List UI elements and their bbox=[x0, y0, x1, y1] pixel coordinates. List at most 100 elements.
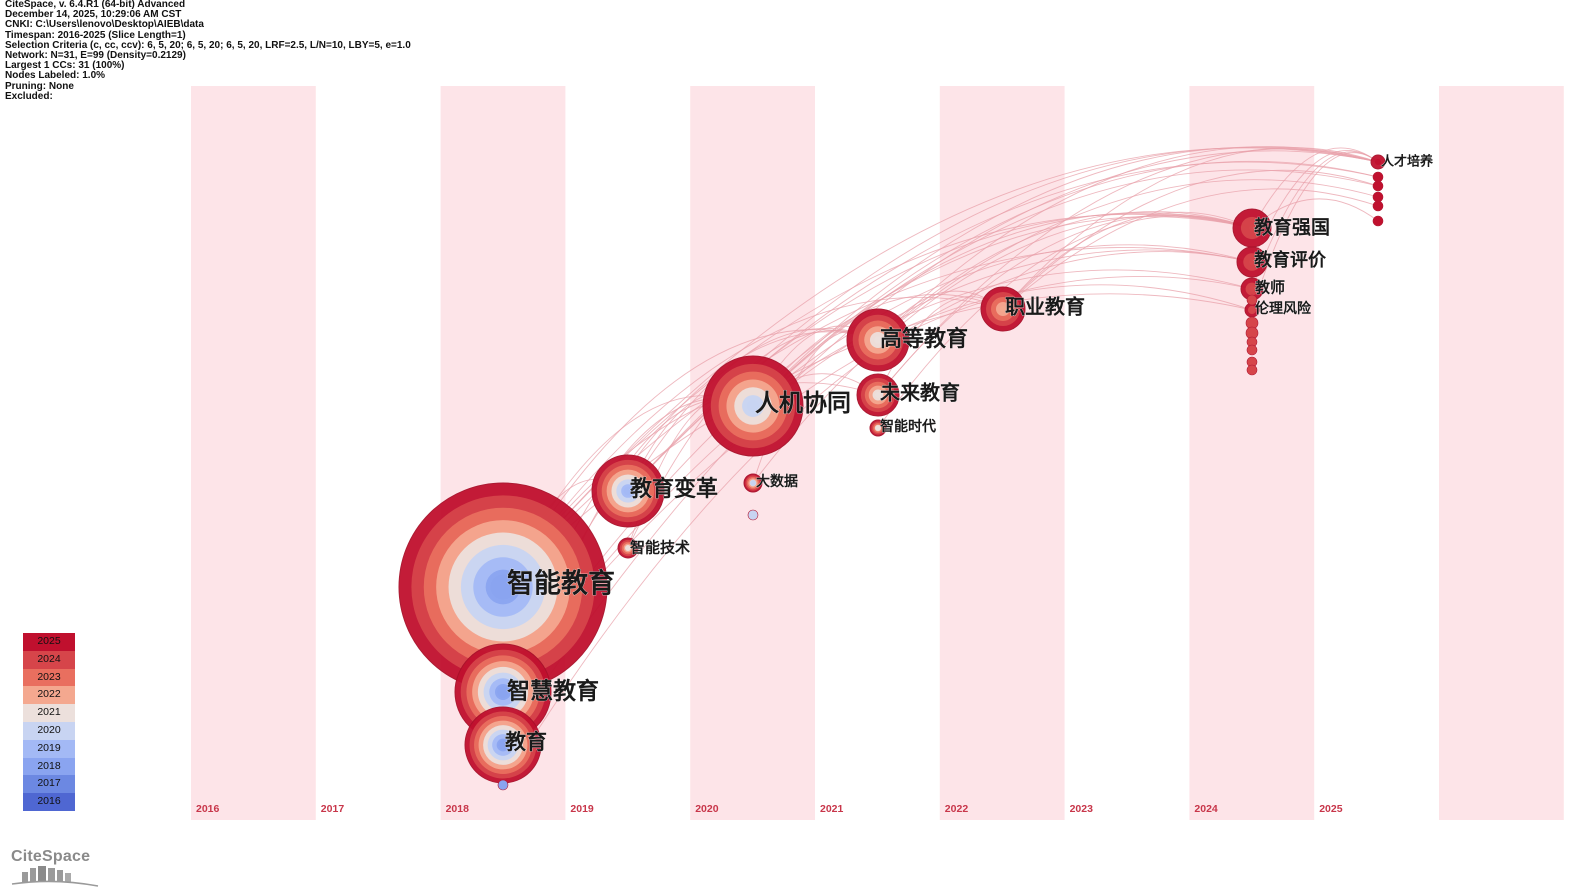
node-label: 智能时代 bbox=[879, 418, 936, 435]
keyword-node[interactable] bbox=[1240, 277, 1264, 301]
citespace-logo: CiteSpace bbox=[8, 848, 100, 890]
node-label: 教师 bbox=[1254, 279, 1285, 297]
node-label: 教育变革 bbox=[630, 476, 718, 502]
edge-line bbox=[877, 148, 1379, 396]
node-ring bbox=[1372, 191, 1384, 203]
keyword-node[interactable] bbox=[980, 286, 1026, 332]
node-core bbox=[750, 480, 756, 486]
node-core bbox=[875, 392, 881, 398]
keyword-node[interactable] bbox=[464, 706, 542, 784]
legend-year-2024: 2024 bbox=[23, 650, 75, 669]
node-core bbox=[1249, 259, 1255, 265]
header-line: Largest 1 CCs: 31 (100%) bbox=[5, 60, 125, 72]
node-core bbox=[1375, 159, 1381, 165]
keyword-node[interactable] bbox=[1246, 364, 1258, 376]
header-line: Pruning: None bbox=[5, 80, 74, 92]
year-label-2019: 2019 bbox=[570, 803, 594, 815]
logo-text: CiteSpace bbox=[11, 848, 91, 865]
node-ring bbox=[1372, 180, 1384, 192]
node-core bbox=[623, 486, 633, 496]
keyword-node[interactable] bbox=[1232, 208, 1272, 248]
legend-year-2018: 2018 bbox=[23, 757, 75, 776]
header-line: CiteSpace, v. 6.4.R1 (64-bit) Advanced bbox=[5, 0, 186, 10]
keyword-node[interactable] bbox=[1246, 344, 1258, 356]
node-core bbox=[625, 545, 631, 551]
node-label: 伦理风险 bbox=[1255, 300, 1312, 317]
node-ring bbox=[1372, 215, 1384, 227]
header-line: December 14, 2025, 10:29:06 AM CST bbox=[5, 9, 182, 21]
header-line: Network: N=31, E=99 (Density=0.2129) bbox=[5, 50, 186, 62]
node-ring bbox=[1246, 364, 1258, 376]
keyword-node[interactable] bbox=[1372, 191, 1384, 203]
edge-line bbox=[752, 169, 1379, 407]
year-label-2018: 2018 bbox=[446, 803, 470, 815]
edge-line bbox=[1251, 152, 1379, 311]
node-label: 教育强国 bbox=[1254, 216, 1330, 239]
keyword-node[interactable] bbox=[1244, 302, 1260, 318]
year-stripe bbox=[939, 86, 1065, 820]
node-label: 大数据 bbox=[756, 473, 798, 490]
year-label-2022: 2022 bbox=[945, 803, 969, 815]
keyword-node[interactable] bbox=[398, 482, 608, 692]
edge-line bbox=[877, 284, 1253, 341]
header-line: Selection Criteria (c, cc, ccv): 6, 5, 2… bbox=[5, 39, 411, 51]
legend-year-2022: 2022 bbox=[23, 686, 75, 705]
keyword-node[interactable] bbox=[1236, 246, 1268, 278]
keyword-node[interactable] bbox=[1372, 180, 1384, 192]
legend-year-2023: 2023 bbox=[23, 668, 75, 687]
legend-year-2016: 2016 bbox=[23, 793, 75, 811]
edge-line bbox=[752, 161, 1379, 407]
keyword-node[interactable] bbox=[702, 355, 804, 457]
year-label-2016: 2016 bbox=[196, 803, 220, 815]
network-nodes bbox=[398, 154, 1386, 791]
node-ring bbox=[1372, 200, 1384, 212]
keyword-node[interactable] bbox=[1370, 154, 1386, 170]
edge-line bbox=[502, 147, 1379, 588]
keyword-node[interactable] bbox=[846, 308, 910, 372]
keyword-node[interactable] bbox=[1246, 294, 1258, 306]
node-core bbox=[497, 686, 509, 698]
header-line: Nodes Labeled: 1.0% bbox=[5, 70, 106, 82]
year-label-2020: 2020 bbox=[695, 803, 719, 815]
keyword-node[interactable] bbox=[743, 473, 763, 493]
keyword-node[interactable] bbox=[1372, 200, 1384, 212]
keyword-node[interactable] bbox=[869, 419, 887, 437]
node-core bbox=[1249, 307, 1255, 313]
edge-line bbox=[502, 296, 1004, 588]
keyword-node[interactable] bbox=[747, 509, 759, 521]
node-core bbox=[874, 336, 882, 344]
node-core bbox=[1000, 306, 1006, 312]
node-core bbox=[747, 400, 759, 412]
edge-line bbox=[627, 327, 879, 492]
node-core bbox=[875, 425, 881, 431]
keyword-node[interactable] bbox=[1372, 171, 1384, 183]
header-line: CNKI: C:\Users\lenovo\Desktop\AIEB\data bbox=[5, 19, 204, 31]
node-core bbox=[1249, 225, 1255, 231]
legend-year-2025: 2025 bbox=[23, 633, 75, 651]
keyword-node[interactable] bbox=[617, 537, 639, 559]
node-label: 高等教育 bbox=[880, 326, 968, 352]
node-ring bbox=[497, 779, 509, 791]
keyword-node[interactable] bbox=[497, 779, 509, 791]
header-line: Timespan: 2016-2025 (Slice Length=1) bbox=[5, 29, 186, 41]
keyword-node[interactable] bbox=[1372, 215, 1384, 227]
year-color-legend: 2025 2024 2023 2022 2021 2020 2019 2018 2017 2016 bbox=[23, 633, 75, 811]
node-label: 人机协同 bbox=[755, 389, 851, 417]
keyword-node[interactable] bbox=[591, 454, 665, 528]
keyword-node[interactable] bbox=[856, 373, 900, 417]
node-label: 教育 bbox=[505, 730, 547, 754]
edge-line bbox=[877, 211, 1253, 341]
node-label: 智能教育 bbox=[507, 568, 615, 600]
logo-skyline-icon bbox=[11, 866, 99, 887]
edge-line bbox=[502, 216, 1253, 693]
node-ring bbox=[1246, 344, 1258, 356]
legend-year-2019: 2019 bbox=[23, 739, 75, 758]
node-label: 教育评价 bbox=[1254, 249, 1327, 271]
node-core bbox=[490, 574, 516, 600]
header-line: Excluded: bbox=[5, 90, 53, 102]
year-label-2021: 2021 bbox=[820, 803, 844, 815]
edge-line bbox=[877, 146, 1379, 341]
year-label-2017: 2017 bbox=[321, 803, 345, 815]
